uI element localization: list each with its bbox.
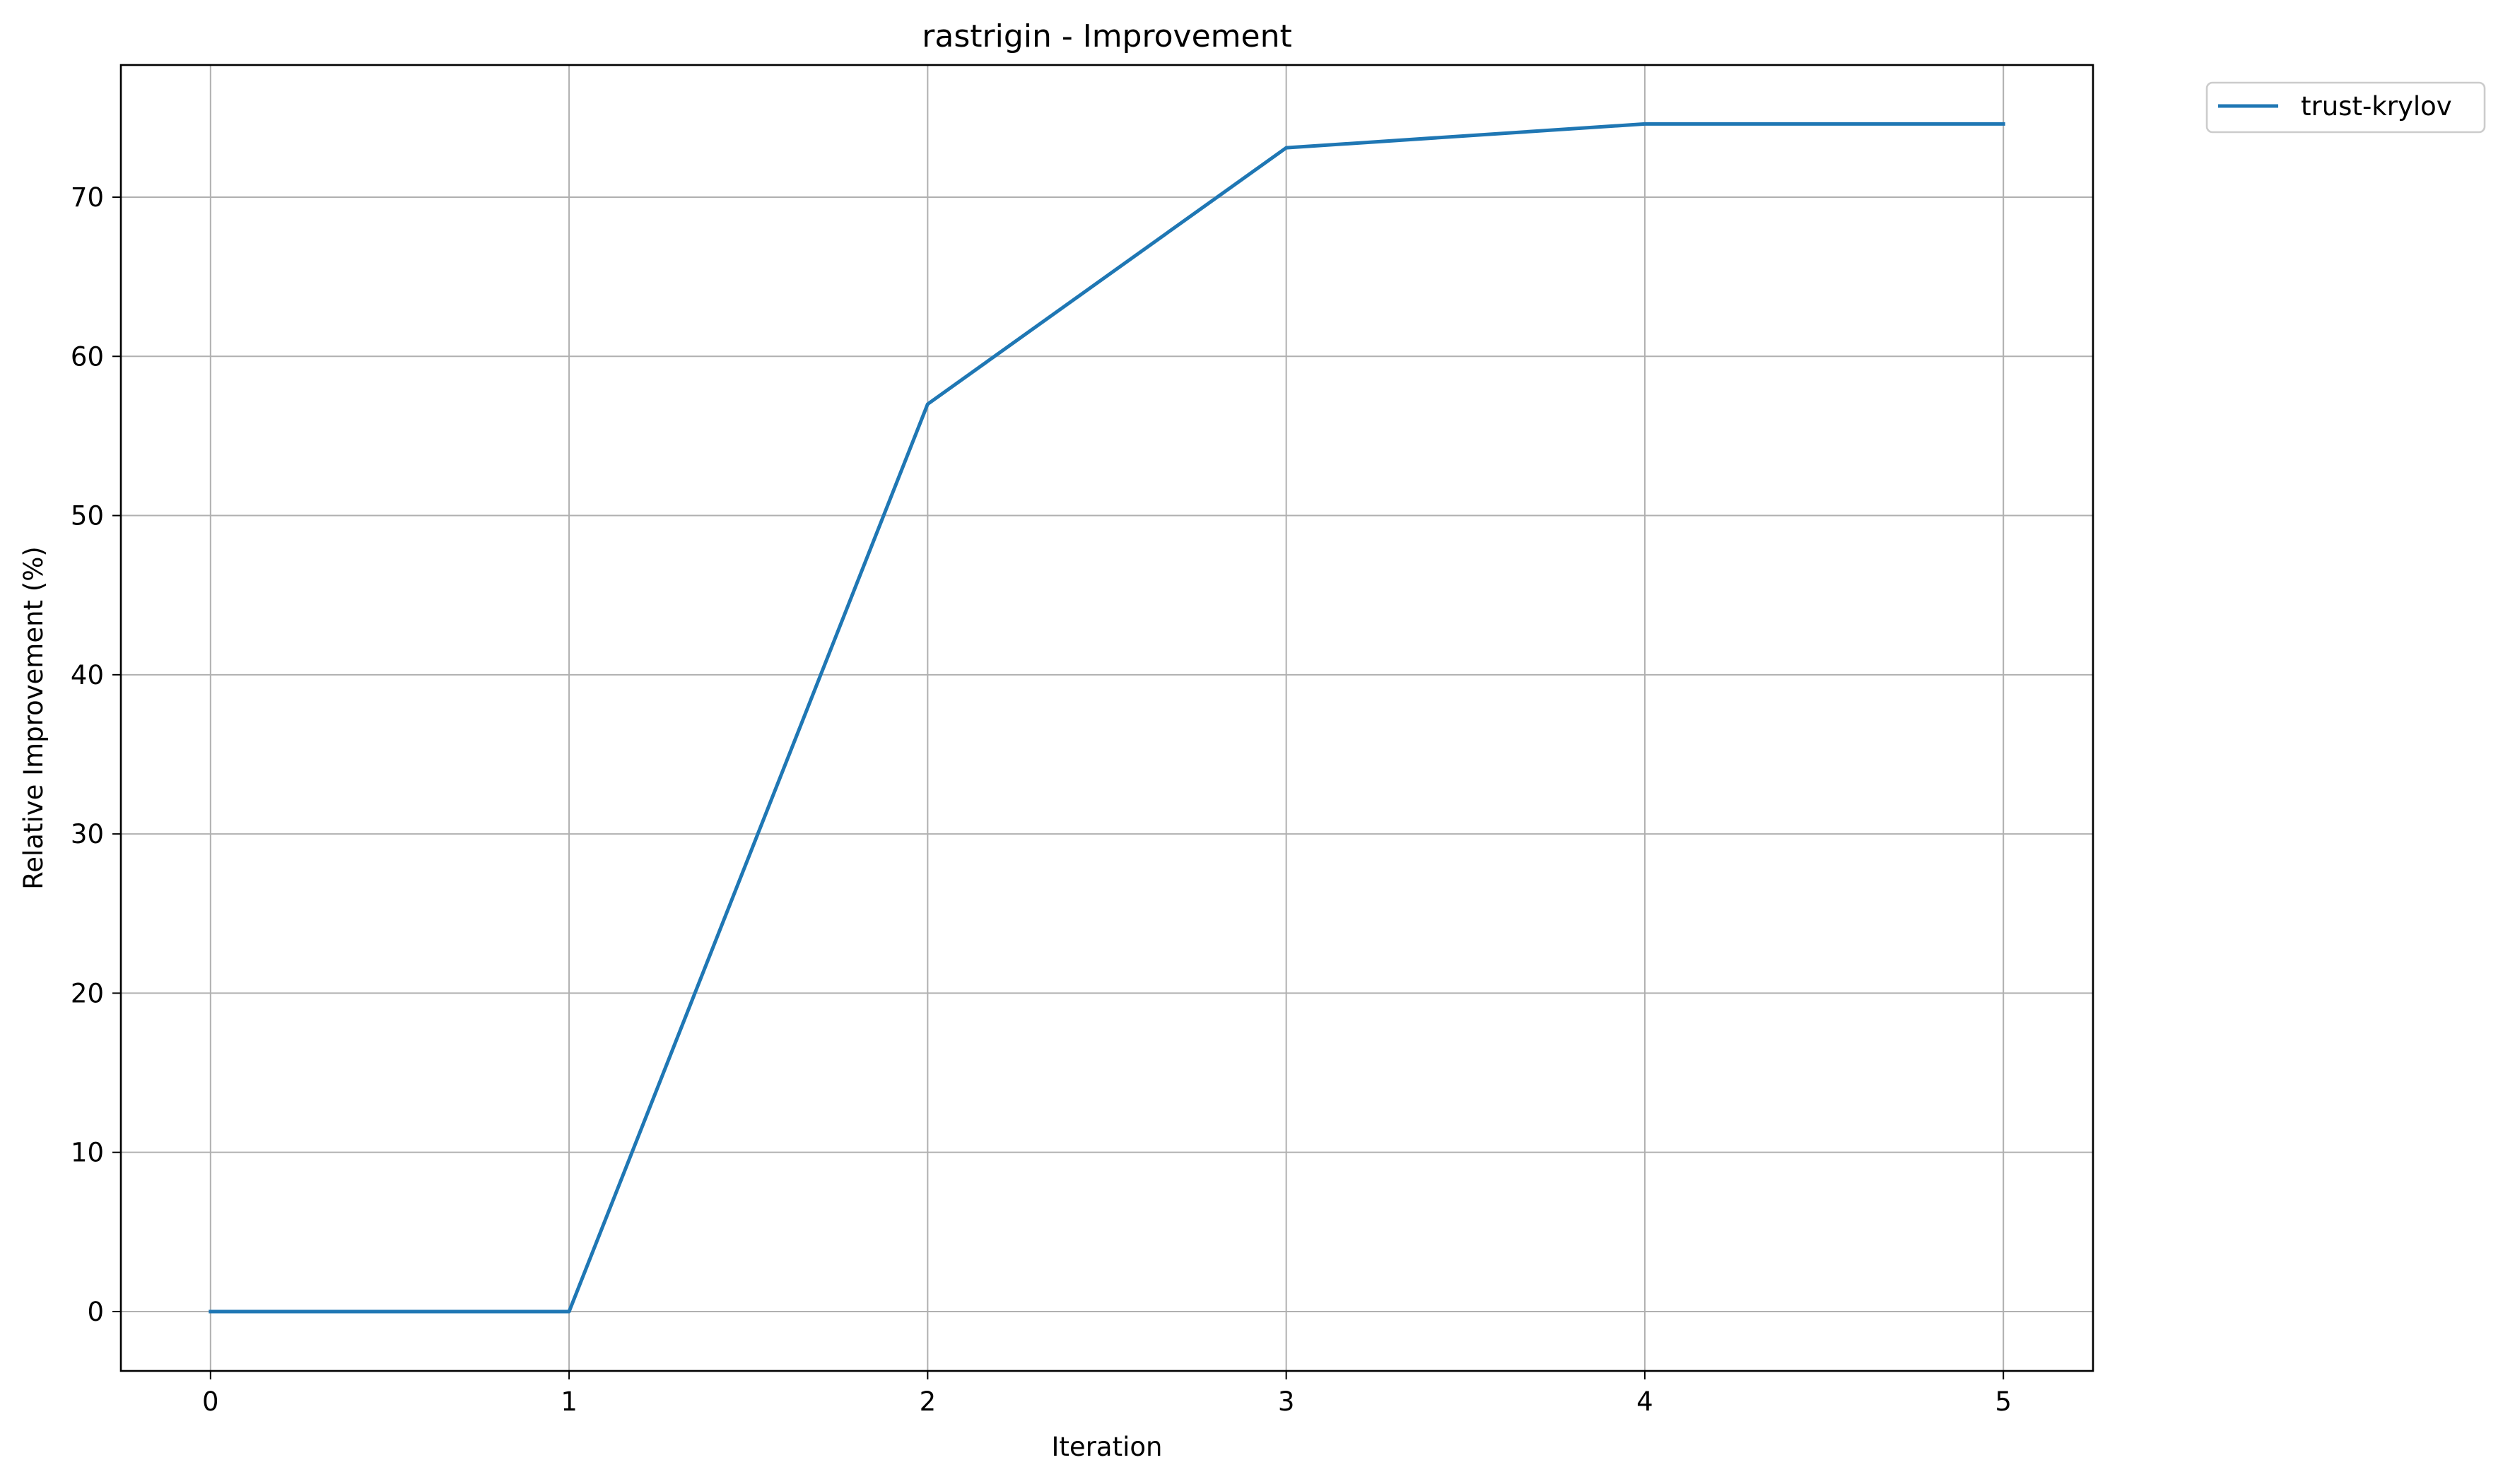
x-tick-label: 4 xyxy=(1636,1386,1653,1417)
chart-title: rastrigin - Improvement xyxy=(922,18,1291,54)
x-tick-label: 1 xyxy=(561,1386,578,1417)
y-tick-label: 60 xyxy=(71,341,104,372)
y-tick-label: 10 xyxy=(71,1138,104,1168)
series-line-trust-krylov xyxy=(209,122,2005,1314)
x-tick-label: 0 xyxy=(202,1386,219,1417)
y-tick-label: 70 xyxy=(71,182,104,213)
x-tick-label: 3 xyxy=(1278,1386,1295,1417)
y-tick-label: 40 xyxy=(71,660,104,690)
x-tick-label: 5 xyxy=(1995,1386,2012,1417)
y-tick-label: 30 xyxy=(71,819,104,849)
x-axis-title: Iteration xyxy=(1052,1432,1163,1462)
grid-lines xyxy=(121,65,2093,1371)
plot-area-background xyxy=(121,65,2093,1371)
legend-frame xyxy=(2205,81,2486,134)
y-tick-label: 0 xyxy=(87,1297,104,1327)
plot-area-frame xyxy=(119,64,2094,1372)
legend-label-trust-krylov: trust-krylov xyxy=(2301,91,2452,122)
y-tick-label: 50 xyxy=(71,501,104,531)
x-tick-label: 2 xyxy=(920,1386,937,1417)
series-lines xyxy=(209,122,2005,1314)
y-tick-label: 20 xyxy=(71,978,104,1008)
y-axis-title: Relative Improvement (%) xyxy=(18,546,49,890)
legend: trust-krylov xyxy=(2205,81,2486,134)
